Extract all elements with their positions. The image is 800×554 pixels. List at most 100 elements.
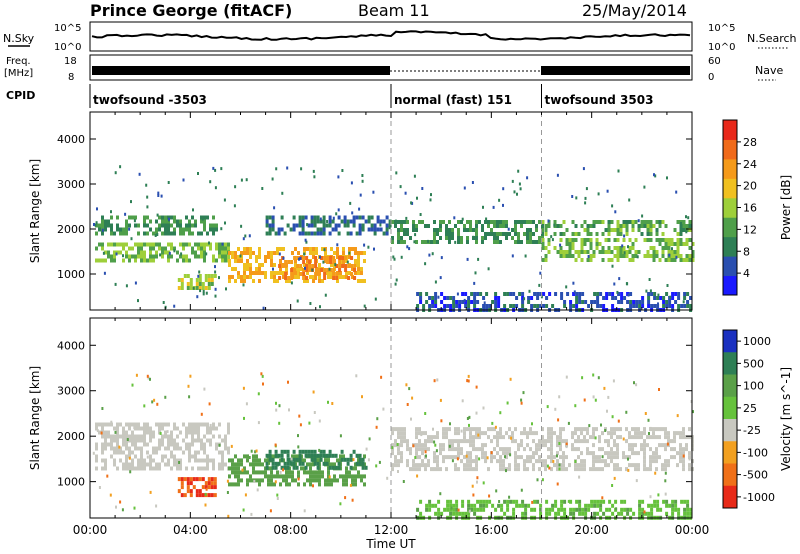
data-cell <box>541 443 544 448</box>
data-cell <box>98 227 101 232</box>
data-cell <box>137 466 140 471</box>
noise-cell <box>558 467 561 471</box>
data-cell <box>149 250 152 255</box>
data-cell <box>221 466 224 471</box>
data-cell <box>494 507 498 512</box>
data-cell <box>243 454 246 459</box>
data-cell <box>285 470 288 475</box>
data-cell <box>351 267 354 271</box>
data-cell <box>231 482 234 487</box>
data-cell <box>161 231 164 236</box>
data-cell <box>189 489 193 494</box>
data-cell <box>265 215 269 220</box>
data-cell <box>446 507 450 512</box>
data-cell <box>155 466 158 471</box>
data-cell <box>265 223 269 228</box>
noise-cell <box>352 458 355 462</box>
noise-cell <box>502 187 505 191</box>
noise-cell <box>135 373 138 377</box>
data-cell <box>463 455 466 460</box>
data-cell <box>340 457 344 462</box>
noise-cell <box>166 430 169 434</box>
noise-cell <box>154 234 157 237</box>
data-cell <box>286 461 290 466</box>
data-cell <box>508 467 511 472</box>
data-cell <box>237 482 240 487</box>
data-cell <box>607 238 611 242</box>
data-cell <box>246 275 249 279</box>
noise-cell <box>203 387 206 391</box>
data-cell <box>316 227 320 232</box>
data-cell <box>577 250 581 254</box>
data-cell <box>655 250 659 254</box>
data-cell <box>631 447 634 452</box>
data-cell <box>304 453 308 458</box>
data-cell <box>668 503 672 508</box>
cpid-segment-label: twofsound -3503 <box>93 93 207 107</box>
data-cell <box>499 455 502 460</box>
data-cell <box>143 215 146 220</box>
data-cell <box>451 443 454 448</box>
data-cell <box>628 258 632 262</box>
data-cell <box>653 292 657 296</box>
data-cell <box>363 251 366 255</box>
data-cell <box>215 242 218 247</box>
data-cell <box>460 439 463 444</box>
data-cell <box>586 439 589 444</box>
data-cell <box>610 228 614 232</box>
data-cell <box>679 459 682 464</box>
data-cell <box>261 263 264 267</box>
data-cell <box>332 272 336 276</box>
data-cell <box>622 246 626 250</box>
data-cell <box>331 465 335 470</box>
data-cell <box>317 272 321 276</box>
data-cell <box>469 439 472 444</box>
data-cell <box>532 467 535 472</box>
data-cell <box>195 489 199 494</box>
data-cell <box>584 507 588 512</box>
data-cell <box>240 275 243 279</box>
data-cell <box>299 264 303 268</box>
data-cell <box>284 264 288 268</box>
data-cell <box>610 451 613 456</box>
data-cell <box>434 300 438 304</box>
noise-cell <box>539 271 542 275</box>
data-cell <box>218 250 221 255</box>
data-cell <box>466 427 469 432</box>
data-cell <box>445 455 448 460</box>
data-cell <box>198 278 202 282</box>
data-cell <box>590 499 594 504</box>
data-cell <box>493 427 496 432</box>
noise-cell <box>666 442 669 446</box>
data-cell <box>433 455 436 460</box>
data-cell <box>189 477 193 482</box>
noise-cell <box>336 243 339 247</box>
data-cell <box>562 463 565 468</box>
data-cell <box>646 250 650 254</box>
data-cell <box>143 254 146 259</box>
data-cell <box>285 474 288 479</box>
data-cell <box>578 296 582 300</box>
data-cell <box>583 250 587 254</box>
noise-cell <box>205 252 208 256</box>
data-cell <box>448 236 451 240</box>
data-cell <box>149 434 152 439</box>
data-cell <box>330 462 333 467</box>
data-cell <box>237 275 240 279</box>
data-cell <box>524 507 528 512</box>
data-cell <box>574 439 577 444</box>
data-cell <box>682 451 685 456</box>
data-cell <box>297 474 300 479</box>
data-cell <box>494 292 498 296</box>
colorbar-tick-label: 12 <box>743 223 757 236</box>
data-cell <box>101 426 104 431</box>
data-cell <box>210 485 214 490</box>
data-cell <box>469 451 472 456</box>
data-cell <box>146 223 149 228</box>
data-cell <box>149 438 152 443</box>
data-cell <box>584 300 588 304</box>
noise-cell <box>94 223 97 227</box>
noise-cell <box>197 274 200 278</box>
noise-cell <box>416 196 418 200</box>
noise-cell <box>248 456 251 459</box>
